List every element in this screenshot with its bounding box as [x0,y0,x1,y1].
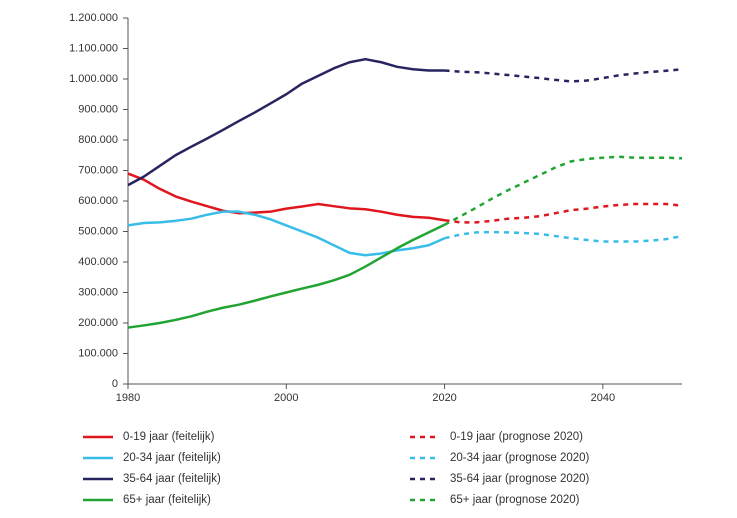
series-line [127,223,446,329]
legend-label: 0-19 jaar (prognose 2020) [450,431,583,443]
x-tick-label: 1980 [116,392,140,404]
series-line [444,230,683,243]
series-line [444,202,683,224]
x-tick-label: 2000 [274,392,298,404]
legend-label: 35-64 jaar (feitelijk) [123,473,221,485]
legend-label: 65+ jaar (feitelijk) [123,494,211,506]
y-tick-label: 700.000 [78,164,118,176]
legend-label: 65+ jaar (prognose 2020) [450,494,580,506]
legend-label: 35-64 jaar (prognose 2020) [450,473,590,485]
y-tick-label: 1.000.000 [69,73,118,85]
legend-label: 20-34 jaar (prognose 2020) [450,452,590,464]
y-tick-label: 900.000 [78,103,118,115]
x-tick-label: 2040 [591,392,615,404]
legend: 0-19 jaar (feitelijk) 20-34 jaar (feiteli… [83,431,590,506]
legend-label: 20-34 jaar (feitelijk) [123,452,221,464]
y-tick-label: 1.200.000 [69,12,118,24]
y-tick-label: 400.000 [78,256,118,268]
y-tick-label: 1.100.000 [69,42,118,54]
series-line [444,67,683,83]
series-line [127,172,445,222]
y-tick-label: 300.000 [78,286,118,298]
y-tick-label: 500.000 [78,225,118,237]
plot-area: 0 100.000 200.000 300.000 400.000 500.000 600.… [69,12,683,404]
series-line [127,57,445,187]
y-tick-label: 600.000 [78,195,118,207]
y-tick-label: 100.000 [78,347,118,359]
y-tick-label: 200.000 [78,317,118,329]
y-tick-label: 800.000 [78,134,118,146]
y-tick-label: 0 [112,378,118,390]
series-line [443,155,683,226]
x-tick-label: 2020 [432,392,456,404]
legend-label: 0-19 jaar (feitelijk) [123,431,215,443]
